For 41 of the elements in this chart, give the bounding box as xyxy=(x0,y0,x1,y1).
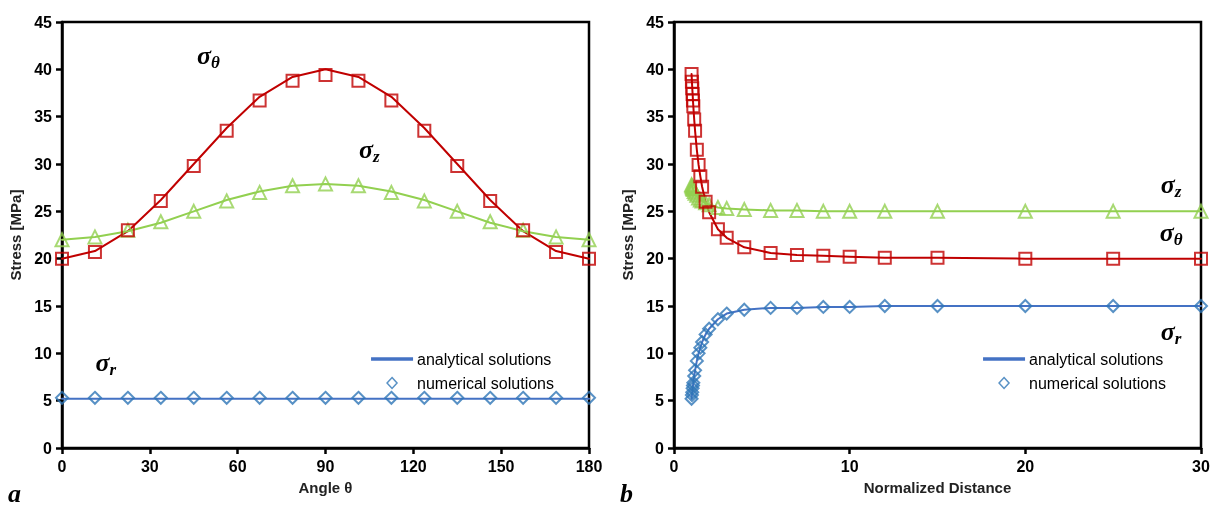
y-tick-label: 0 xyxy=(655,439,665,457)
x-tick-label: 150 xyxy=(487,457,515,475)
x-tick-label: 120 xyxy=(399,457,427,475)
y-tick-label: 30 xyxy=(646,155,665,173)
y-tick-label: 35 xyxy=(34,108,53,126)
y-tick-label: 5 xyxy=(655,392,665,410)
x-tick-label: 180 xyxy=(575,457,603,475)
y-tick-label: 20 xyxy=(34,250,53,268)
y-tick-label: 25 xyxy=(646,202,665,220)
y-tick-label: 40 xyxy=(34,60,53,78)
text: a xyxy=(8,478,21,508)
y-tick-label: 20 xyxy=(646,250,665,268)
x-tick-label: 0 xyxy=(669,457,679,475)
y-tick-label: 45 xyxy=(34,13,53,31)
y-axis-title: Stress [MPa] xyxy=(619,189,637,281)
y-tick-label: 5 xyxy=(43,392,53,410)
y-tick-label: 45 xyxy=(646,13,665,31)
x-tick-label: 30 xyxy=(1192,457,1210,475)
legend-label: analytical solutions xyxy=(417,350,552,368)
legend-label: numerical solutions xyxy=(1029,374,1166,392)
y-tick-label: 35 xyxy=(646,108,665,126)
y-tick-label: 10 xyxy=(34,344,53,362)
x-tick-label: 10 xyxy=(840,457,859,475)
y-tick-label: 40 xyxy=(646,60,665,78)
y-tick-label: 0 xyxy=(43,439,53,457)
x-tick-label: 0 xyxy=(57,457,67,475)
legend-label: analytical solutions xyxy=(1029,350,1164,368)
x-axis-title: Normalized Distance xyxy=(863,479,1012,496)
x-axis-title: Angle θ xyxy=(298,479,353,496)
legend-label: numerical solutions xyxy=(417,374,554,392)
y-tick-label: 15 xyxy=(34,297,53,315)
y-tick-label: 10 xyxy=(646,344,665,362)
text: b xyxy=(620,478,633,508)
y-tick-label: 15 xyxy=(646,297,665,315)
x-tick-label: 90 xyxy=(316,457,335,475)
x-tick-label: 30 xyxy=(140,457,159,475)
x-tick-label: 60 xyxy=(228,457,247,475)
x-tick-label: 20 xyxy=(1016,457,1035,475)
y-tick-label: 25 xyxy=(34,202,53,220)
y-axis-title: Stress [MPa] xyxy=(7,189,25,281)
y-tick-label: 30 xyxy=(34,155,53,173)
